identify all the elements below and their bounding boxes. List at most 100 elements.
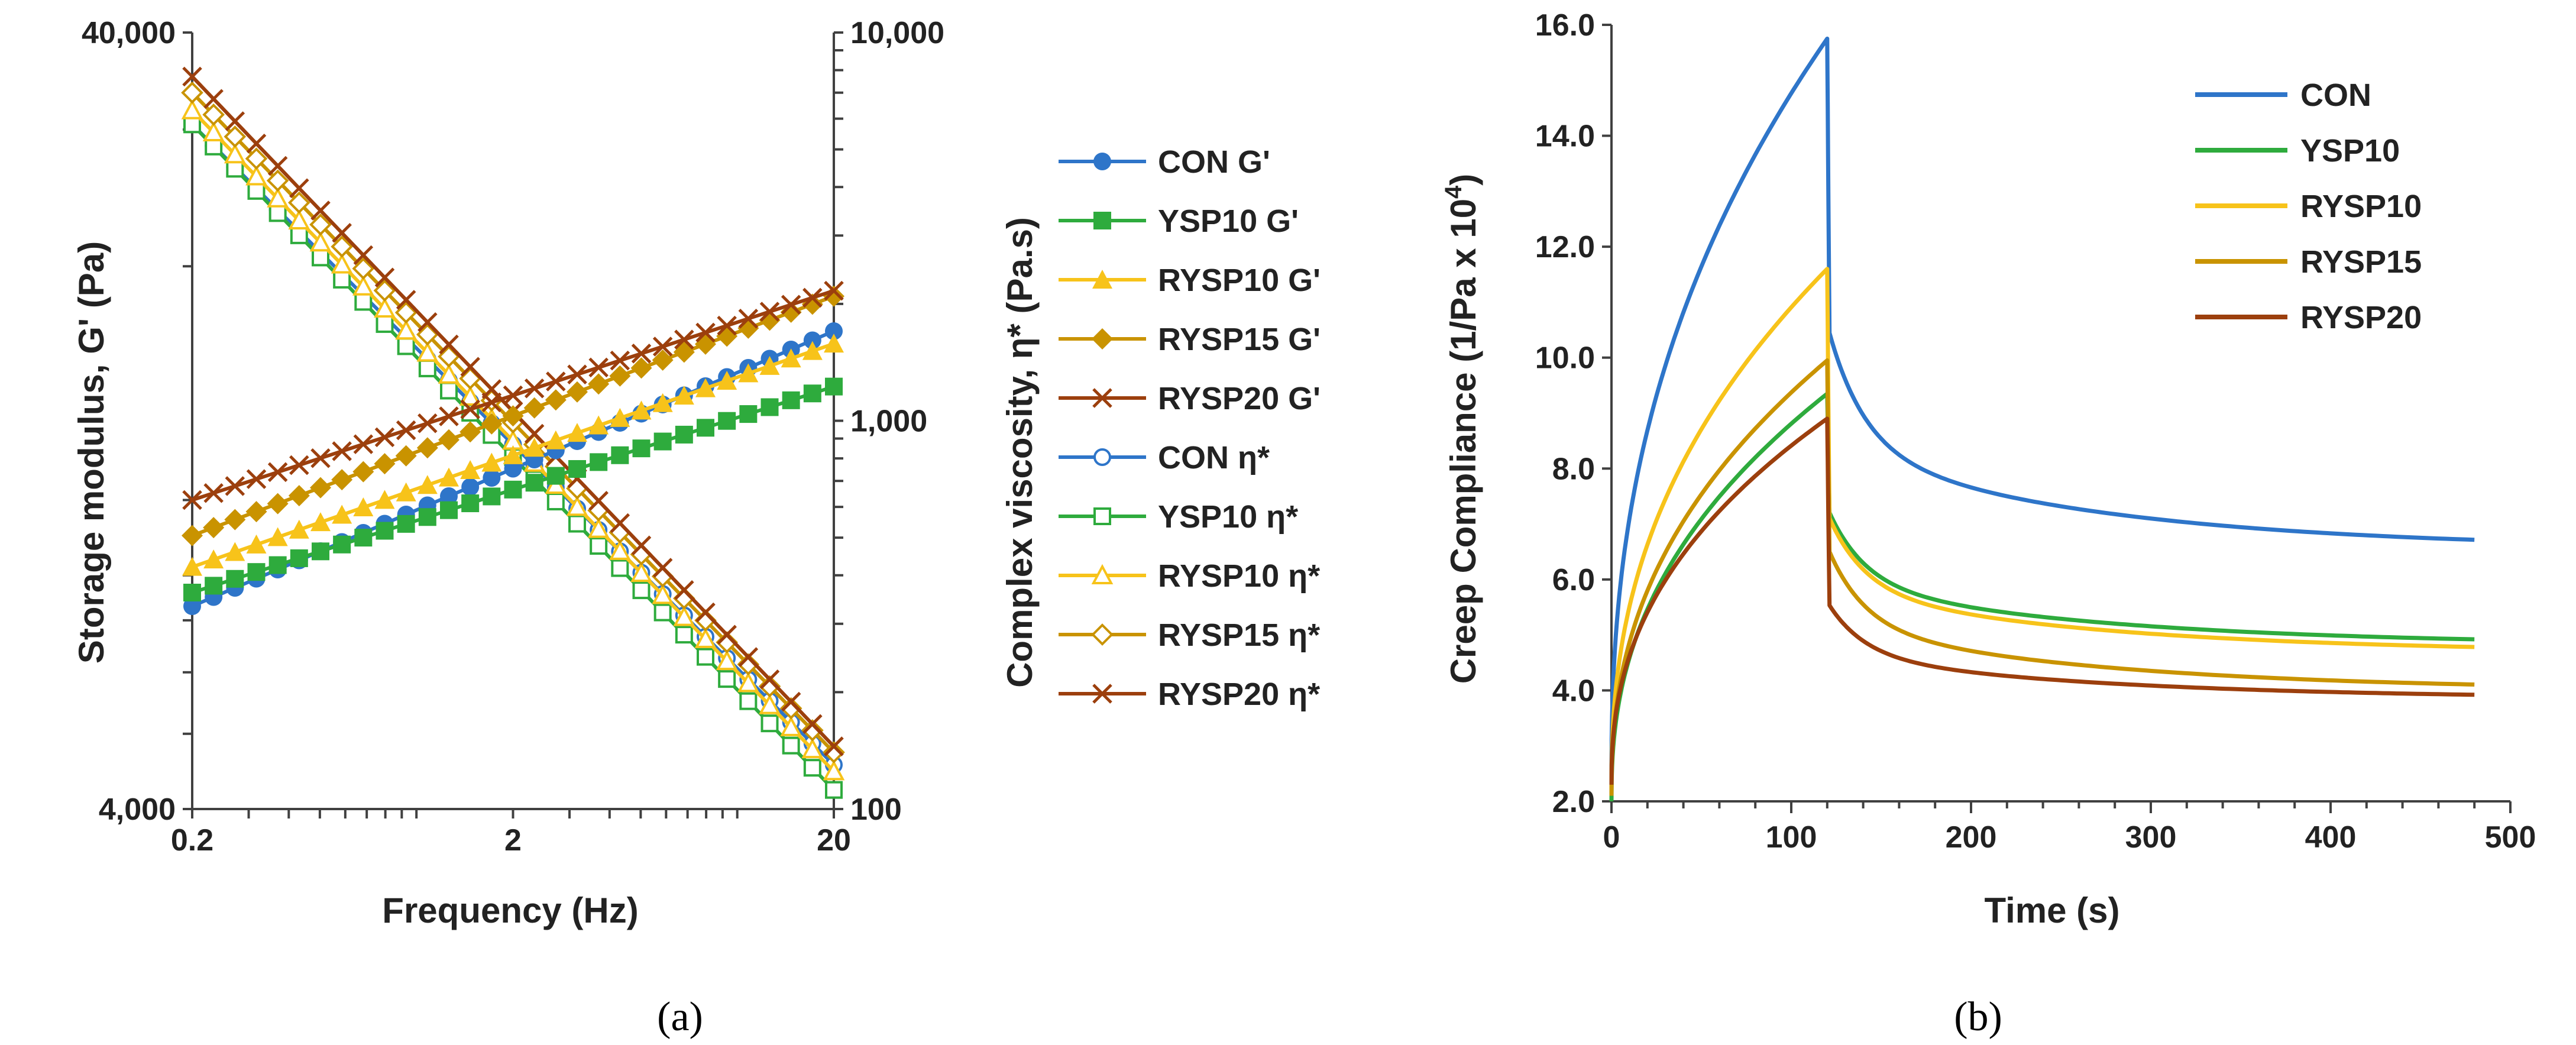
data-point [825,781,843,799]
data-point [546,493,565,511]
data-point [779,697,802,720]
data-point [354,293,373,311]
data-point [675,425,693,444]
data-point [310,512,331,532]
data-point [395,319,418,340]
data-point [738,309,759,329]
data-point [780,716,802,736]
data-point [802,714,823,735]
data-point [631,535,652,556]
data-point [759,302,780,322]
panel-b-legend: CON YSP10 RYSP10 RYSP15 RYSP20 [2195,77,2422,335]
data-point [759,355,780,375]
legend-label: RYSP20 η* [1158,677,1320,712]
data-point [331,469,353,491]
legend-marker [1092,270,1112,289]
data-point [587,517,610,538]
data-point [630,561,652,583]
data-point [225,476,245,496]
legend-marker [1092,684,1112,704]
data-point [504,460,522,478]
panel-b-x-tick-label: 500 [2485,820,2536,855]
data-point [504,480,522,499]
data-point [205,577,223,595]
data-point [439,406,459,426]
data-point [674,386,694,405]
data-point [524,378,545,399]
data-point [718,670,736,688]
legend-label: YSP10 [2300,133,2400,169]
data-point [610,407,630,427]
panel-a-x-axis-label: Frequency (Hz) [382,891,638,930]
data-point [182,525,203,546]
data-point [246,534,267,554]
data-point [782,391,800,409]
data-point [310,200,331,221]
legend-label: YSP10 η* [1158,499,1298,535]
data-point [247,182,266,200]
panel-b-y-tick-label: 16.0 [1535,8,1595,43]
data-point [418,413,438,433]
data-point [781,348,801,368]
data-point [203,517,225,539]
data-point [245,147,268,170]
legend-item: RYSP10 [2195,189,2422,224]
data-point [759,694,781,714]
data-point [439,467,459,487]
panel-a-x-tick-label: 0.2 [171,823,213,858]
data-point [568,460,586,478]
data-point [611,446,629,464]
legend-item: YSP10 [2195,133,2400,169]
data-point [267,156,288,176]
data-point [225,111,245,131]
data-point [245,501,267,523]
data-point [717,625,737,645]
legend-marker [1093,448,1111,466]
data-point [288,209,310,230]
data-point [823,760,845,781]
data-point [609,365,631,387]
panel-a-left-y-tick-label: 4,000 [99,792,176,827]
panel-b-y-tick-label: 4.0 [1552,674,1595,708]
panel-b-y-tick-label: 12.0 [1535,230,1595,264]
data-point [824,736,844,756]
data-point [353,497,374,516]
panel-a-left-y-tick-label: 40,000 [82,16,176,50]
data-point [523,397,545,419]
data-point [738,363,759,383]
data-point [289,455,309,475]
data-point [203,483,224,503]
legend-label: RYSP20 G' [1158,381,1321,416]
series-rysp10-g- [182,334,844,576]
data-point [610,513,630,533]
data-point [590,453,608,471]
data-point [397,515,415,533]
series-ysp10- [183,115,843,799]
data-point [374,297,396,318]
data-point [567,381,588,403]
legend-marker [1092,328,1113,350]
panel-a-series [181,66,845,799]
panel-a-x-tick-label: 2 [504,823,522,858]
legend-item: RYSP20 [2195,300,2422,335]
data-point [631,344,652,364]
data-point [546,467,565,485]
data-point [290,549,308,567]
data-point [782,736,800,755]
data-point [226,570,244,588]
data-point [438,363,460,384]
data-point [354,529,373,547]
data-point [652,558,673,578]
data-point [695,602,716,623]
data-point [397,337,415,355]
legend-item: CON η* [1059,440,1270,475]
series-ysp10-line [1609,392,2475,802]
data-point [781,691,801,712]
series-rysp15-line [1609,358,2475,796]
data-point [373,279,396,302]
data-point [183,583,201,601]
data-point [632,581,651,600]
legend-label: RYSP15 [2300,244,2422,280]
data-point [697,419,714,437]
data-point [717,315,737,336]
